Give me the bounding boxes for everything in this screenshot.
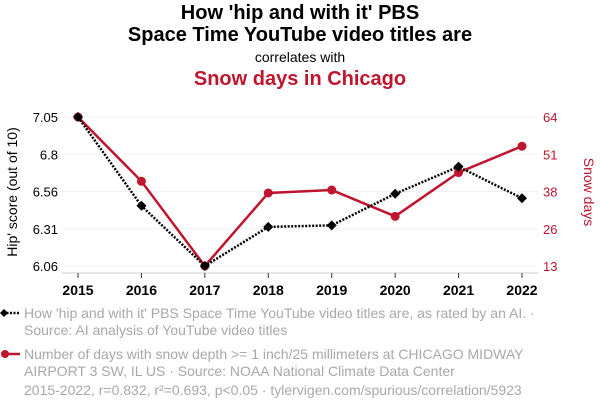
x-tick-label: 2021 [443,282,474,298]
data-point-snow [454,168,464,178]
data-point-snow [517,141,527,151]
legend-label-hip: How 'hip and with it' PBS Space Time You… [24,305,535,338]
legend-marker-hip-diamond [0,309,8,317]
data-point-snow [263,188,273,198]
legend-marker-snow-dot [1,350,9,358]
y-right-tick-label: 51 [543,147,557,162]
y-right-tick-label: 26 [543,222,557,237]
series-line-snow [77,116,523,268]
chart-title-line2: Space Time YouTube video titles are [127,24,473,46]
x-tick-label: 2016 [126,282,157,298]
legend-label-snow: Number of days with snow depth >= 1 inch… [24,346,524,379]
data-point-hip [263,221,274,232]
data-point-hip [517,193,527,204]
chart-title-line1: How 'hip and with it' PBS [180,2,420,24]
chart-title-secondary: Snow days in Chicago [193,68,407,90]
data-point-hip [390,188,401,199]
y-right-tick-label: 64 [543,110,557,125]
x-tick-label: 2015 [62,282,93,298]
legend-item-hip: How 'hip and with it' PBS Space Time You… [24,305,584,339]
series-line-hip [76,116,523,268]
x-tick-label: 2017 [189,282,220,298]
x-tick-label: 2019 [316,282,347,298]
y-tick-label: 6.06 [33,259,58,274]
legend-item-snow: Number of days with snow depth >= 1 inch… [24,346,584,380]
data-point-hip [453,161,464,172]
y-right-tick-label: 38 [543,185,557,200]
data-point-snow [390,211,400,221]
y-right-axis-label: Snow days [581,158,597,226]
y-right-tick-label: 13 [543,259,557,274]
data-point-hip [199,261,210,271]
chart-subtitle: correlates with [254,49,346,65]
data-point-snow [136,176,146,186]
x-tick-label: 2020 [380,282,411,298]
y-axis-label: Hip' score (out of 10) [4,127,20,257]
x-tick-label: 2018 [253,282,284,298]
y-tick-label: 7.05 [33,110,58,125]
data-point-hip [326,220,337,231]
x-tick-label: 2022 [506,282,537,298]
data-point-snow [327,185,337,195]
y-tick-label: 6.56 [33,185,58,200]
footer-note: 2015-2022, r=0.832, r²=0.693, p<0.05 · t… [24,382,522,398]
data-point-hip [136,200,147,211]
y-tick-label: 6.8 [40,147,58,162]
y-tick-label: 6.31 [33,222,58,237]
data-point-hip [73,112,83,122]
